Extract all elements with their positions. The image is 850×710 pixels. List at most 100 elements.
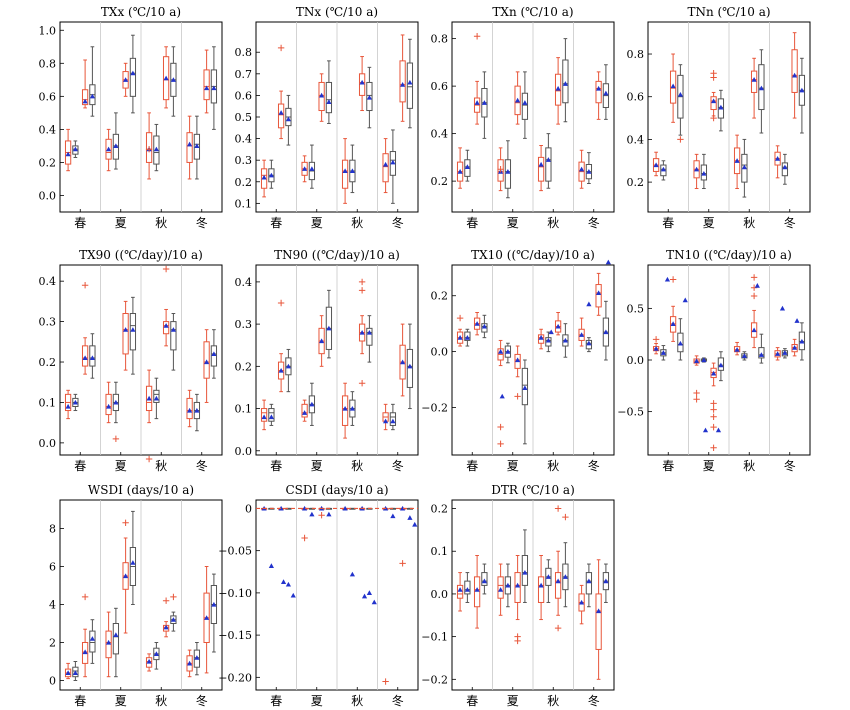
box-outlier <box>677 136 684 143</box>
panel-8-category-label: 秋 <box>155 694 167 708</box>
box-mean-marker <box>711 98 717 104</box>
box-mean-marker <box>677 91 683 97</box>
panel-5-category-label: 秋 <box>351 459 363 473</box>
panel-10-box <box>514 555 521 645</box>
box-mean-marker <box>319 92 325 98</box>
panel-7-category-label: 春 <box>662 459 674 473</box>
panel-4-category-label: 冬 <box>196 458 208 473</box>
box-mean-marker <box>701 170 707 176</box>
box-mean-marker <box>555 578 561 584</box>
panel-6-box <box>585 337 593 353</box>
panel-1-box <box>318 73 325 122</box>
panel-9-box <box>349 507 356 577</box>
box-outlier <box>562 513 569 521</box>
box-body <box>464 159 471 177</box>
box-mean-marker <box>123 77 129 82</box>
panel-0-category-label: 春 <box>74 216 86 230</box>
box-mean-marker <box>130 70 136 76</box>
box-mean-marker <box>194 143 200 148</box>
panel-1-box <box>285 94 292 146</box>
box-body <box>129 57 137 97</box>
panel-5-ytick-label: 0.0 <box>235 445 253 458</box>
box-outlier <box>277 44 285 52</box>
box-mean-marker <box>285 116 291 122</box>
box-body <box>260 408 268 422</box>
panel-8-box <box>145 653 153 672</box>
box-body <box>585 339 593 350</box>
panel-7-box <box>710 362 717 451</box>
panel-4-title: TX90 ((℃/day)/10 a) <box>79 248 203 262</box>
panel-7-extra-mean-marker <box>754 283 760 288</box>
box-mean-marker <box>302 166 308 171</box>
panel-5-ytick-label: 0.3 <box>235 318 253 331</box>
panel-10-category-label: 春 <box>466 694 478 708</box>
box-mean-marker <box>505 349 511 354</box>
panel-7-ytick-label: 0.5 <box>627 302 645 315</box>
box-mean-marker <box>72 399 78 405</box>
box-mean-marker <box>734 347 740 352</box>
panel-8-box <box>170 593 177 632</box>
panel-2-category-label: 秋 <box>547 216 559 230</box>
box-mean-marker <box>153 651 159 656</box>
panel-5-ytick-label: 0.4 <box>235 276 253 289</box>
box-mean-marker <box>123 573 129 579</box>
box-outlier <box>710 74 717 81</box>
box-outlier <box>497 440 504 448</box>
panel-9-box <box>406 507 414 520</box>
box-body <box>521 367 529 406</box>
panel-6-extra-mean-marker <box>586 301 592 307</box>
panel-1-box <box>277 44 285 140</box>
box-mean-marker <box>538 335 544 340</box>
panel-9-ytick-label: −0.05 <box>218 545 252 558</box>
panel-4-box <box>81 282 89 375</box>
box-mean-marker <box>342 405 348 411</box>
panel-5-box <box>268 403 275 426</box>
panel-7-box <box>660 345 667 361</box>
box-mean-marker <box>204 359 210 365</box>
panel-7: TN10 ((℃/day)/10 a) 春 夏 秋 冬 −0.5 0.0 0.5 <box>617 248 811 473</box>
box-mean-marker <box>464 587 470 592</box>
panel-7-category-label: 夏 <box>703 459 715 473</box>
box-mean-marker <box>474 587 480 592</box>
box-mean-marker <box>498 349 504 354</box>
box-outlier <box>554 624 562 632</box>
box-mean-marker <box>359 79 365 85</box>
panel-2-box <box>545 133 552 189</box>
box-outlier <box>456 314 464 322</box>
box-mean-marker <box>505 169 511 174</box>
box-outlier <box>145 146 153 153</box>
box-body <box>504 159 512 189</box>
panel-1-box <box>399 34 406 122</box>
panel-4-box <box>112 381 120 443</box>
box-body <box>112 133 120 160</box>
panel-5-box <box>349 391 356 426</box>
panel-1: TNx (℃/10 a) 春 夏 秋 冬 0.1 0.2 0.3 0.4 0.5 0.6 0.7 0.8 <box>235 5 419 230</box>
box-body <box>318 81 325 112</box>
box-mean-marker <box>586 340 592 346</box>
box-body <box>389 151 397 176</box>
panel-7-box <box>774 347 781 361</box>
box-body <box>521 92 529 120</box>
box-mean-marker <box>474 321 480 326</box>
box-mean-marker <box>515 582 521 588</box>
panel-8-box <box>112 607 120 678</box>
box-body <box>464 331 471 341</box>
box-body <box>105 138 112 160</box>
box-mean-marker <box>366 329 372 335</box>
panel-3-box <box>717 89 725 132</box>
panel-8-box <box>72 661 79 681</box>
panel-10-box <box>481 563 488 595</box>
panel-10-ytick-label: 0.2 <box>431 503 449 516</box>
panel-2-box <box>554 57 562 125</box>
panel-0-box <box>72 140 79 158</box>
panel-7-extra-mean-marker <box>682 297 688 303</box>
box-body <box>72 666 79 678</box>
box-mean-marker <box>782 350 788 355</box>
box-mean-marker <box>326 325 332 331</box>
panel-6-title: TX10 ((℃/day)/10 a) <box>471 248 595 262</box>
box-body <box>554 572 562 599</box>
panel-9: CSDI (days/10 a) 春 夏 秋 冬 −0.20 −0.15 −0.10 −0.05… <box>218 483 419 708</box>
panel-0-box <box>153 123 160 172</box>
box-body <box>562 59 569 104</box>
panel-9-box <box>325 507 333 517</box>
